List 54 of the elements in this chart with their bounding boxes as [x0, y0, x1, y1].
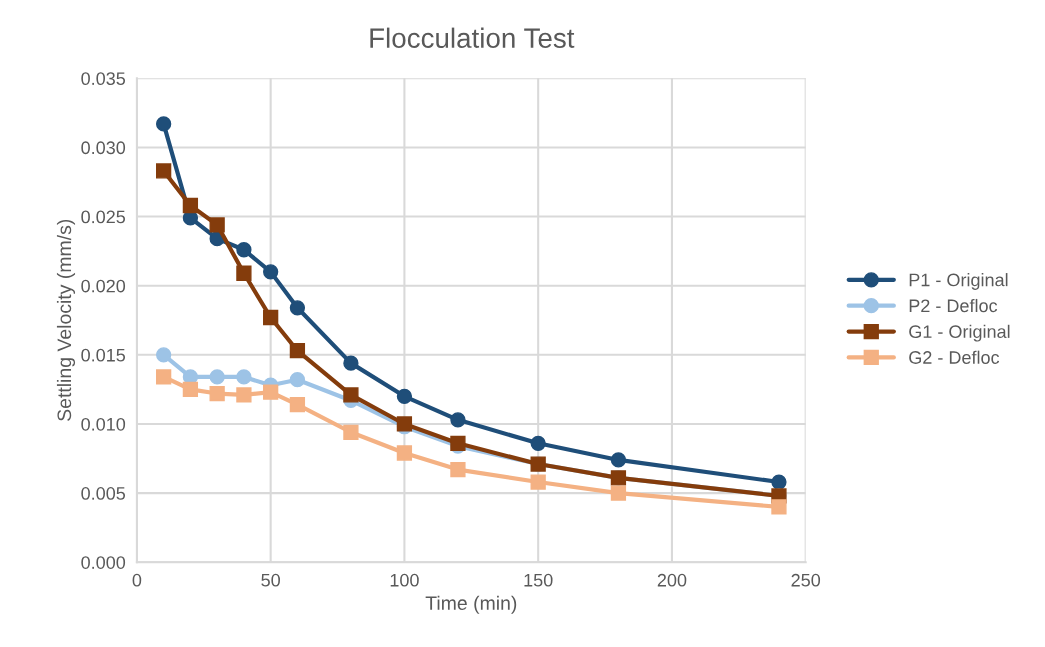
x-axis-title: Time (min) [425, 595, 517, 614]
point [236, 265, 252, 281]
point [263, 384, 279, 400]
x-tick-label: 100 [390, 573, 419, 587]
point [263, 309, 279, 326]
point [236, 369, 252, 385]
point [289, 396, 306, 413]
point [343, 424, 359, 440]
y-tick-label: 0.020 [81, 279, 126, 293]
point [396, 388, 413, 404]
legend-label: P2 - Defloc [909, 298, 998, 313]
x-tick-label: 50 [261, 573, 280, 587]
point [182, 381, 199, 398]
point [396, 445, 413, 461]
x-tick-label: 200 [657, 573, 687, 587]
point [343, 355, 359, 371]
y-tick-label: 0.030 [81, 141, 126, 155]
legend-label: P1 - Original [909, 273, 1008, 290]
point [289, 300, 306, 316]
point [209, 369, 225, 385]
y-tick-label: 0.035 [81, 72, 126, 86]
point [156, 369, 172, 385]
point [610, 485, 627, 501]
point [156, 163, 172, 179]
point [289, 372, 306, 388]
x-tick-label: 250 [791, 573, 821, 587]
point [263, 264, 279, 280]
point [771, 499, 787, 515]
point [156, 116, 172, 132]
y-tick-label: 0.025 [81, 210, 126, 224]
point [530, 435, 546, 451]
y-tick-label: 0.015 [81, 348, 126, 362]
point [209, 385, 225, 402]
point [289, 343, 306, 359]
y-tick-label: 0.005 [81, 487, 126, 500]
point [610, 452, 627, 468]
point [450, 461, 466, 478]
x-tick-label: 150 [524, 573, 553, 587]
point [343, 387, 359, 403]
y-axis-title: Settling Velocity (mm/s) [56, 219, 76, 421]
point [182, 197, 199, 214]
point [450, 412, 466, 428]
point [236, 387, 252, 403]
point [236, 242, 252, 258]
y-tick-label: 0.000 [81, 556, 126, 569]
point [209, 217, 225, 233]
y-tick-label: 0.010 [81, 417, 126, 431]
legend-label: G1 - Original [909, 324, 1010, 342]
legend-label: G2 - Defloc [909, 350, 1000, 364]
x-tick-label: 0 [132, 573, 142, 587]
point [771, 474, 787, 490]
point [530, 474, 546, 490]
point [156, 347, 172, 363]
chart-title: Flocculation Test [370, 27, 575, 48]
